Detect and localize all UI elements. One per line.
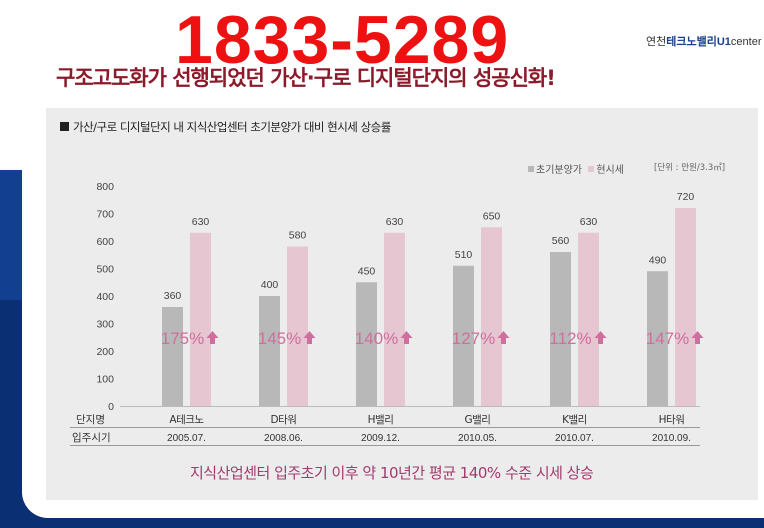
category-label: D타워 [271, 413, 297, 426]
y-tick-label: 400 [96, 291, 114, 303]
legend-label-initial: 초기분양가 [536, 165, 582, 176]
brand-suffix: U1 [716, 36, 731, 48]
data-label-current: 650 [483, 210, 501, 222]
data-label-initial: 450 [358, 265, 376, 277]
date-label: 2010.05. [458, 433, 497, 444]
y-tick-label: 200 [96, 346, 114, 358]
percent-increase-label: 112% [549, 329, 591, 348]
brand-prefix: 연천 [646, 36, 667, 48]
bar-current [578, 232, 599, 406]
category-label: H타워 [659, 413, 685, 426]
y-tick-label: 600 [96, 236, 114, 248]
up-arrow-icon [400, 331, 413, 344]
y-tick-label: 0 [108, 401, 114, 413]
date-label: 2010.07. [555, 433, 594, 444]
legend-swatch-initial [528, 166, 534, 172]
y-tick-label: 100 [96, 374, 114, 386]
legend-swatch-current [588, 166, 595, 172]
y-tick-label: 500 [96, 264, 114, 276]
data-label-current: 720 [677, 191, 695, 203]
data-label-initial: 400 [261, 279, 279, 291]
bar-current [384, 232, 405, 406]
date-label: 2005.07. [167, 433, 206, 444]
percent-increase-label: 140% [355, 329, 398, 348]
y-tick-label: 800 [96, 181, 114, 193]
brand-logo: 연천테크노밸리U1center [646, 33, 762, 49]
date-label: 2009.12. [361, 433, 400, 444]
up-arrow-icon [303, 331, 316, 344]
phone-number[interactable]: 1833-5289 [175, 2, 510, 78]
category-label: K밸리 [562, 414, 587, 426]
percent-increase-label: 145% [258, 329, 301, 348]
row-label-name: 단지명 [76, 414, 105, 426]
bar-initial [550, 252, 571, 406]
up-arrow-icon [594, 331, 607, 344]
bar-current [287, 246, 308, 406]
up-arrow-icon [497, 331, 510, 344]
percent-increase-label: 127% [452, 329, 495, 348]
footer-summary: 지식산업센터 입주초기 이후 약 10년간 평균 140% 수준 시세 상승 [190, 464, 594, 482]
row-label-date: 입주시기 [72, 431, 111, 444]
date-label: 2008.06. [264, 433, 303, 444]
data-label-current: 630 [386, 216, 404, 228]
bar-initial [453, 265, 474, 406]
y-tick-label: 300 [96, 319, 114, 331]
up-arrow-icon [206, 331, 219, 344]
date-label: 2010.09. [652, 433, 691, 444]
up-arrow-icon [691, 331, 704, 344]
bullet-square [60, 122, 69, 131]
category-label: A테크노 [169, 414, 204, 426]
bar-initial [356, 282, 377, 406]
brand-tail: center [730, 36, 762, 48]
data-label-initial: 490 [649, 254, 667, 266]
headline: 구조고도화가 선행되었던 가산·구로 디지털단지의 성공신화! [56, 66, 556, 90]
chart-subtitle-text: 가산/구로 디지털단지 내 지식산업센터 초기분양가 대비 현시세 상승률 [73, 120, 391, 134]
percent-increase-label: 175% [161, 329, 204, 348]
bar-initial [259, 296, 280, 406]
data-label-initial: 360 [164, 290, 182, 302]
chart-legend: 초기분양가 현시세 [528, 161, 624, 176]
category-label: H밸리 [368, 414, 394, 426]
data-label-current: 630 [192, 216, 210, 228]
data-label-initial: 560 [552, 235, 570, 247]
data-label-current: 580 [289, 230, 307, 242]
data-label-current: 630 [580, 216, 598, 228]
bar-initial [162, 307, 183, 406]
bar-current [190, 232, 211, 406]
data-label-initial: 510 [455, 249, 473, 261]
legend-label-current: 현시세 [596, 165, 624, 176]
bar-current [675, 208, 696, 406]
y-tick-label: 700 [96, 209, 114, 221]
bar-initial [647, 271, 668, 406]
unit-label: [단위 : 만원/3.3㎡] [654, 163, 726, 173]
brand-name: 테크노밸리 [666, 36, 717, 48]
percent-increase-label: 147% [646, 329, 689, 348]
bar-current [481, 227, 502, 406]
category-label: G밸리 [465, 414, 491, 426]
chart-subtitle: 가산/구로 디지털단지 내 지식산업센터 초기분양가 대비 현시세 상승률 [60, 119, 391, 135]
